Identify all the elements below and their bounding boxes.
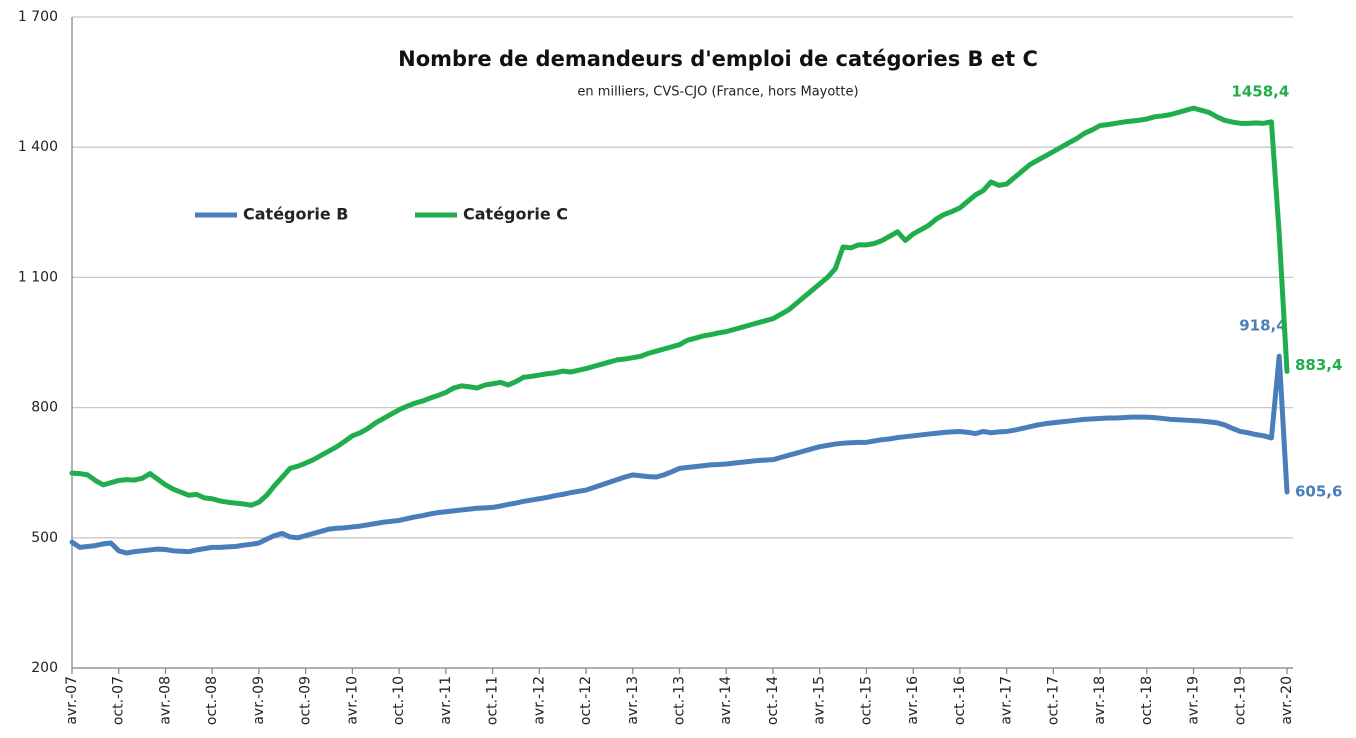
y-tick-label: 1 400 <box>18 139 58 155</box>
x-tick-label: avr.-19 <box>1186 676 1202 725</box>
x-tick-label: avr.-13 <box>625 676 641 725</box>
y-tick-label: 200 <box>31 660 58 676</box>
x-tick-label: oct.-19 <box>1232 676 1248 725</box>
x-tick-label: avr.-16 <box>905 676 921 725</box>
x-tick-label: oct.-16 <box>952 676 968 725</box>
series-line <box>69 105 1290 508</box>
x-tick-label: avr.-07 <box>64 676 80 725</box>
x-tick-label: oct.-14 <box>765 676 781 725</box>
legend-label: Catégorie B <box>243 205 348 224</box>
x-tick-label: avr.-15 <box>812 676 828 725</box>
value-label: 1458,4 <box>1231 82 1289 100</box>
y-tick-label: 1 700 <box>18 9 58 25</box>
chart-subtitle: en milliers, CVS-CJO (France, hors Mayot… <box>577 85 858 100</box>
x-tick-label: avr.-18 <box>1092 676 1108 725</box>
x-tick-label: oct.-17 <box>1045 676 1061 725</box>
x-tick-label: oct.-10 <box>391 676 407 725</box>
legend-label: Catégorie C <box>463 205 568 224</box>
chart-title: Nombre de demandeurs d'emploi de catégor… <box>398 47 1038 71</box>
x-tick-label: avr.-09 <box>251 676 267 725</box>
x-tick-label: avr.-12 <box>531 676 547 725</box>
y-tick-label: 1 100 <box>18 269 58 285</box>
x-tick-label: avr.-11 <box>438 676 454 725</box>
y-tick-label: 800 <box>31 400 58 416</box>
x-tick-label: avr.-20 <box>1279 676 1295 725</box>
x-tick-label: oct.-07 <box>111 676 127 725</box>
x-tick-label: avr.-08 <box>157 676 173 725</box>
x-tick-label: oct.-15 <box>858 676 874 725</box>
x-tick-label: oct.-11 <box>485 676 501 725</box>
series-line <box>69 353 1290 556</box>
x-tick-label: oct.-08 <box>204 676 220 725</box>
y-tick-label: 500 <box>31 530 58 546</box>
x-tick-label: oct.-13 <box>672 676 688 725</box>
x-tick-label: avr.-17 <box>999 676 1015 725</box>
x-tick-label: oct.-18 <box>1139 676 1155 725</box>
x-tick-label: oct.-09 <box>298 676 314 725</box>
value-label: 605,6 <box>1295 482 1342 500</box>
value-label: 918,4 <box>1239 317 1286 335</box>
x-tick-label: avr.-14 <box>718 676 734 725</box>
x-tick-label: oct.-12 <box>578 676 594 725</box>
x-tick-label: avr.-10 <box>344 676 360 725</box>
value-label: 883,4 <box>1295 356 1342 374</box>
